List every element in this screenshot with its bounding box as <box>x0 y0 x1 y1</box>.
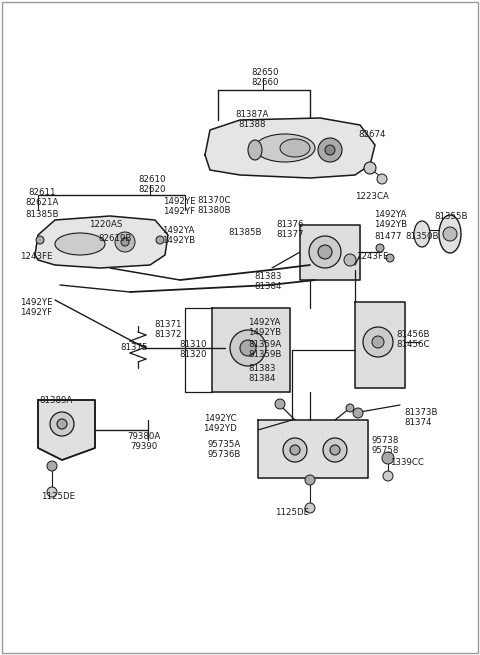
Circle shape <box>344 254 356 266</box>
Text: 1492YA
1492YB: 1492YA 1492YB <box>374 210 407 229</box>
Text: 95735A
95736B: 95735A 95736B <box>207 440 240 459</box>
Text: 81383
81384: 81383 81384 <box>248 364 276 383</box>
Text: 81370C
81380B: 81370C 81380B <box>197 196 230 215</box>
Circle shape <box>47 461 57 471</box>
Text: 81359A
81359B: 81359A 81359B <box>248 340 281 360</box>
Text: 1243FE: 1243FE <box>20 252 52 261</box>
Circle shape <box>376 244 384 252</box>
Text: 82619B: 82619B <box>98 234 132 243</box>
Circle shape <box>318 138 342 162</box>
Circle shape <box>383 471 393 481</box>
Ellipse shape <box>280 139 310 157</box>
Circle shape <box>372 336 384 348</box>
Text: 81385B: 81385B <box>228 228 262 237</box>
Text: 81373B
81374: 81373B 81374 <box>404 408 437 428</box>
Text: 1223CA: 1223CA <box>355 192 389 201</box>
Text: 81389A: 81389A <box>39 396 72 405</box>
Text: 81375: 81375 <box>120 343 148 352</box>
Text: 1492YE
1492YF: 1492YE 1492YF <box>163 197 196 216</box>
Circle shape <box>386 254 394 262</box>
Circle shape <box>240 340 256 356</box>
Text: 81355B: 81355B <box>434 212 468 221</box>
Polygon shape <box>258 420 368 478</box>
Circle shape <box>323 438 347 462</box>
Circle shape <box>50 412 74 436</box>
Circle shape <box>325 145 335 155</box>
Circle shape <box>47 487 57 497</box>
Polygon shape <box>35 216 168 268</box>
Polygon shape <box>38 400 95 460</box>
Circle shape <box>290 445 300 455</box>
Circle shape <box>330 445 340 455</box>
Circle shape <box>377 174 387 184</box>
Text: 81371
81372: 81371 81372 <box>154 320 182 339</box>
Text: 82650
82660: 82650 82660 <box>251 68 279 87</box>
Circle shape <box>115 232 135 252</box>
Text: 1492YA
1492YB: 1492YA 1492YB <box>162 226 195 246</box>
Ellipse shape <box>439 215 461 253</box>
Text: 1220AS: 1220AS <box>89 220 123 229</box>
Text: 81456B
81456C: 81456B 81456C <box>396 330 430 349</box>
Text: 81385B: 81385B <box>25 210 59 219</box>
Ellipse shape <box>248 140 262 160</box>
Circle shape <box>318 245 332 259</box>
Text: 1339CC: 1339CC <box>390 458 424 467</box>
Circle shape <box>353 408 363 418</box>
Circle shape <box>283 438 307 462</box>
Text: 82610
82620: 82610 82620 <box>138 175 166 195</box>
Polygon shape <box>300 225 360 280</box>
Text: 81376
81377: 81376 81377 <box>276 220 304 239</box>
Ellipse shape <box>255 134 315 162</box>
Circle shape <box>346 404 354 412</box>
Text: 1125DE: 1125DE <box>275 508 309 517</box>
Polygon shape <box>355 302 405 388</box>
Polygon shape <box>212 308 290 392</box>
Circle shape <box>156 236 164 244</box>
Text: 1492YC
1492YD: 1492YC 1492YD <box>203 414 237 434</box>
Text: 82674: 82674 <box>358 130 385 139</box>
Circle shape <box>305 475 315 485</box>
Circle shape <box>36 236 44 244</box>
Text: 1492YE
1492YF: 1492YE 1492YF <box>20 298 52 318</box>
Text: 81350B: 81350B <box>405 232 439 241</box>
Circle shape <box>363 327 393 357</box>
Text: 82611
82621A: 82611 82621A <box>25 188 59 208</box>
Ellipse shape <box>414 221 430 247</box>
Circle shape <box>275 399 285 409</box>
Text: 79380A
79390: 79380A 79390 <box>127 432 161 451</box>
Text: 95738
95758: 95738 95758 <box>372 436 399 455</box>
Circle shape <box>382 452 394 464</box>
Circle shape <box>57 419 67 429</box>
Polygon shape <box>205 118 375 178</box>
Circle shape <box>305 503 315 513</box>
Circle shape <box>364 162 376 174</box>
Circle shape <box>230 330 266 366</box>
Circle shape <box>443 227 457 241</box>
Text: 81477: 81477 <box>374 232 401 241</box>
Ellipse shape <box>55 233 105 255</box>
Text: 1492YA
1492YB: 1492YA 1492YB <box>248 318 281 337</box>
Text: 1243FE: 1243FE <box>356 252 388 261</box>
Text: 81383
81384: 81383 81384 <box>254 272 282 291</box>
Text: 81387A
81388: 81387A 81388 <box>235 110 269 130</box>
Circle shape <box>121 238 129 246</box>
Text: 1125DE: 1125DE <box>41 492 75 501</box>
Circle shape <box>309 236 341 268</box>
Text: 81310
81320: 81310 81320 <box>179 340 207 360</box>
